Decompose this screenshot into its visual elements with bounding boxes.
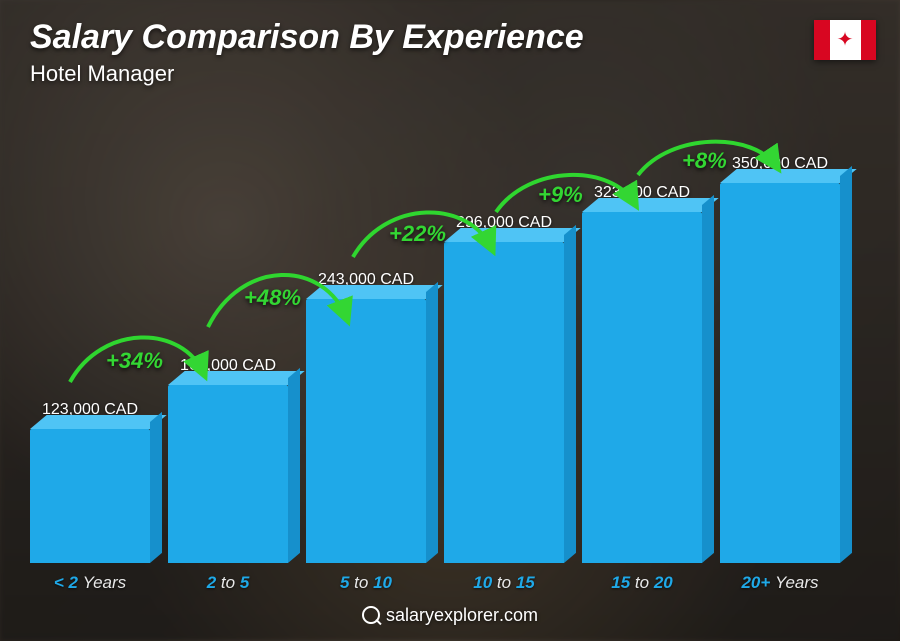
magnifier-icon <box>362 606 380 624</box>
bar-5: 350,000 CAD <box>720 155 840 563</box>
x-label-1: 2 to 5 <box>168 573 288 593</box>
bar-side-face <box>702 195 714 563</box>
footer: salaryexplorer.com <box>0 605 900 630</box>
bar-top-face <box>306 285 443 299</box>
x-label-4: 15 to 20 <box>582 573 702 593</box>
brand-text: salaryexplorer.com <box>386 605 538 626</box>
bar-body <box>720 183 840 563</box>
bar-side-face <box>426 282 438 563</box>
x-label-0: < 2 Years <box>30 573 150 593</box>
brand-suffix: .com <box>499 605 538 625</box>
bar-2: 243,000 CAD <box>306 271 426 563</box>
bar-body <box>582 212 702 563</box>
bar-top-face <box>168 371 305 385</box>
bar-side-face <box>150 412 162 563</box>
bar-body <box>168 385 288 563</box>
bar-top-face <box>30 415 167 429</box>
x-label-3: 10 to 15 <box>444 573 564 593</box>
bar-body <box>444 242 564 563</box>
x-axis: < 2 Years 2 to 5 5 to 10 10 to 15 15 to 20 20… <box>30 573 840 593</box>
bar-4: 323,000 CAD <box>582 184 702 563</box>
page-title: Salary Comparison By Experience <box>30 18 870 57</box>
bar-top-face <box>444 228 581 242</box>
x-label-5: 20+ Years <box>720 573 840 593</box>
bar-3: 296,000 CAD <box>444 214 564 563</box>
bar-top-face <box>582 198 719 212</box>
bar-0: 123,000 CAD <box>30 401 150 563</box>
bar-chart: 123,000 CAD164,000 CAD243,000 CAD296,000… <box>30 133 840 563</box>
header: Salary Comparison By Experience Hotel Ma… <box>30 18 870 87</box>
bar-side-face <box>840 166 852 563</box>
x-label-2: 5 to 10 <box>306 573 426 593</box>
bar-side-face <box>288 368 300 563</box>
brand-name: salaryexplorer <box>386 605 499 625</box>
bar-side-face <box>564 225 576 563</box>
bar-body <box>30 429 150 563</box>
brand-logo: salaryexplorer.com <box>362 605 538 626</box>
page-subtitle: Hotel Manager <box>30 61 870 87</box>
bar-top-face <box>720 169 857 183</box>
bar-1: 164,000 CAD <box>168 357 288 563</box>
bar-body <box>306 299 426 563</box>
